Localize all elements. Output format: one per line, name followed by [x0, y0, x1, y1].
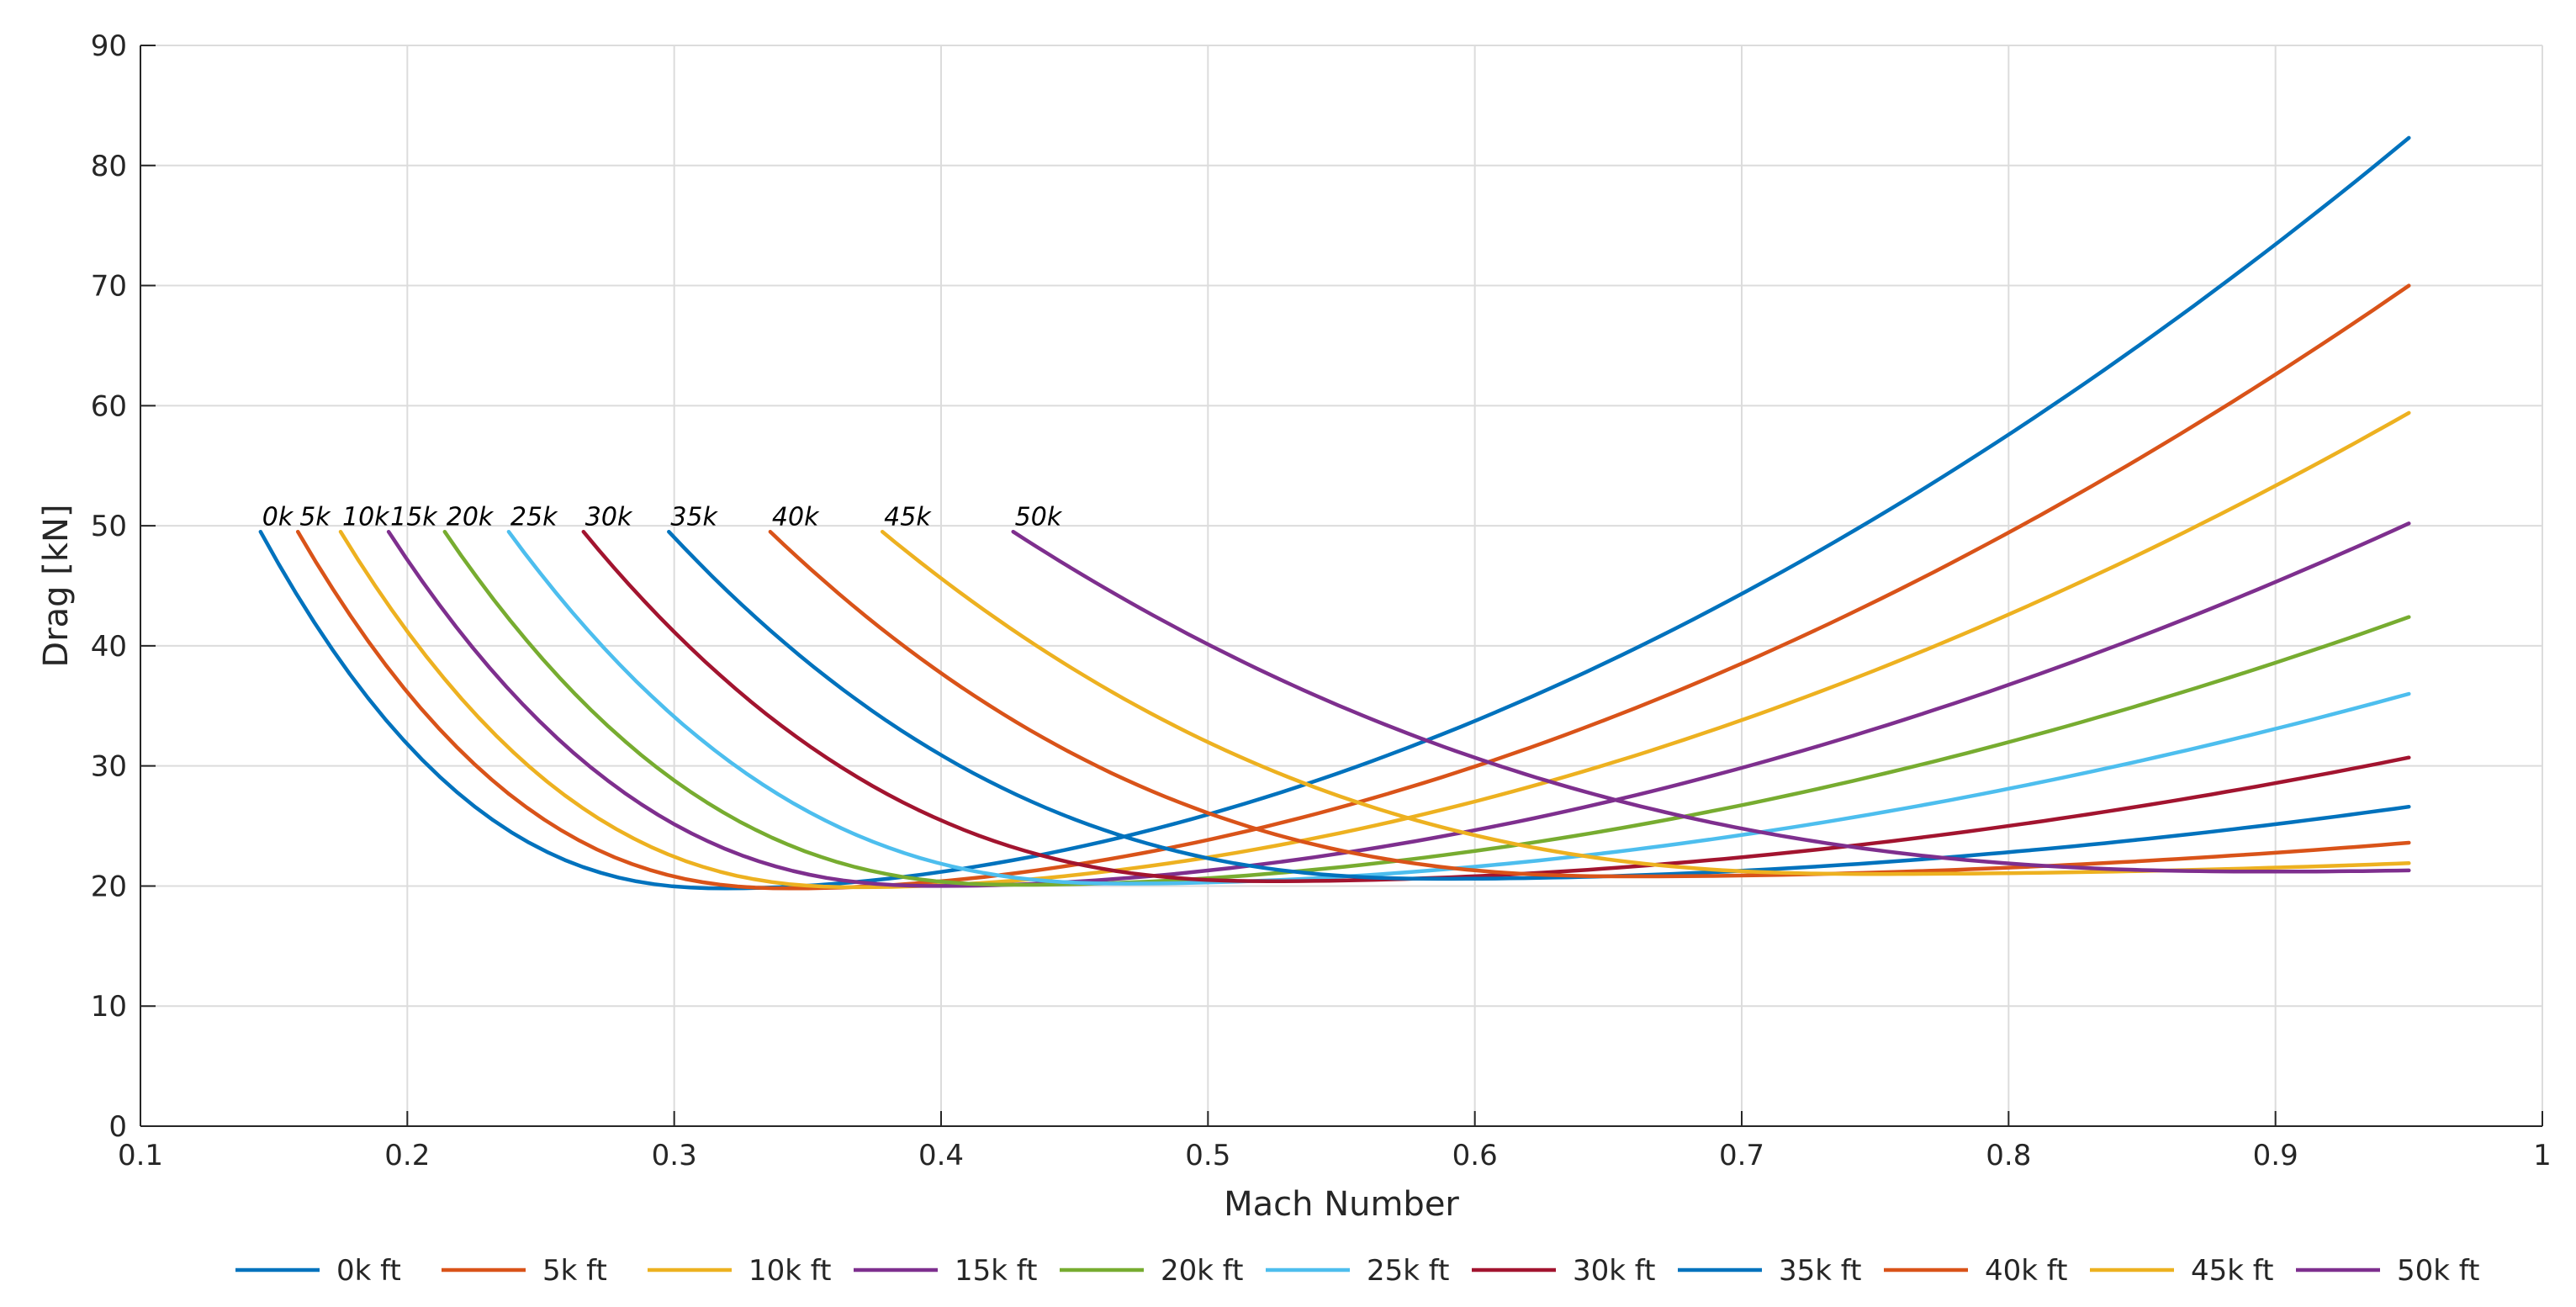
curve-label-35k: 35k [670, 502, 718, 532]
legend-entry-30k: 30k ft [1573, 1254, 1655, 1288]
y-axis-title: Drag [kN] [37, 504, 76, 667]
series-line-0k-ft [258, 135, 2411, 891]
legend-entry-15k: 15k ft [955, 1254, 1037, 1288]
y-tick-label-1: 10 [91, 990, 127, 1024]
curve-label-10k: 10k [342, 502, 390, 532]
legend-entry-50k: 50k ft [2397, 1254, 2479, 1288]
x-tick-label-0: 0.1 [118, 1139, 163, 1172]
curve-label-15k: 15k [390, 502, 438, 532]
series-layer [258, 135, 2411, 891]
series-line-15k-ft [386, 521, 2411, 888]
x-tick-label-8: 0.9 [2253, 1139, 2298, 1172]
x-tick-label-6: 0.7 [1719, 1139, 1764, 1172]
x-tick-labels: 0.1 0.2 0.3 0.4 0.5 0.6 0.7 0.8 0.9 1 [118, 1139, 2552, 1172]
curve-label-30k: 30k [585, 502, 633, 532]
curve-label-25k: 25k [510, 502, 558, 532]
x-tick-label-2: 0.3 [652, 1139, 697, 1172]
x-tick-label-3: 0.4 [918, 1139, 964, 1172]
x-tick-label-7: 0.8 [1986, 1139, 2031, 1172]
y-tick-label-7: 70 [91, 270, 127, 304]
legend-entry-35k: 35k ft [1779, 1254, 1861, 1288]
y-tick-label-0: 0 [108, 1110, 127, 1144]
series-line-5k-ft [295, 283, 2411, 891]
x-tick-label-4: 0.5 [1185, 1139, 1230, 1172]
x-tick-label-5: 0.6 [1452, 1139, 1498, 1172]
y-tick-label-2: 20 [91, 870, 127, 903]
curve-label-0k: 0k [262, 502, 294, 532]
legend-entry-0k: 0k ft [336, 1254, 401, 1288]
curve-labels: 0k 5k 10k 15k 20k 25k 30k 35k 40k 45k 50k [262, 502, 1063, 532]
legend-entry-5k: 5k ft [542, 1254, 607, 1288]
curve-label-5k: 5k [299, 502, 331, 532]
x-axis-title: Mach Number [1224, 1185, 1459, 1224]
series-line-35k-ft [667, 529, 2411, 881]
curve-label-45k: 45k [884, 502, 932, 532]
x-tick-label-1: 0.2 [384, 1139, 430, 1172]
series-line-40k-ft [768, 529, 2411, 879]
y-tick-label-6: 60 [91, 389, 127, 423]
curve-label-50k: 50k [1015, 502, 1063, 532]
legend-entry-40k: 40k ft [1985, 1254, 2067, 1288]
series-line-30k-ft [581, 529, 2411, 883]
series-line-50k-ft [1011, 529, 2411, 874]
series-line-20k-ft [442, 529, 2411, 887]
legend: 0k ft 5k ft 10k ft 15k ft 20k ft 25k ft 30k ft… [235, 1254, 2479, 1288]
y-tick-label-8: 80 [91, 150, 127, 183]
y-tick-label-3: 30 [91, 750, 127, 784]
curve-label-20k: 20k [447, 502, 495, 532]
legend-entry-10k: 10k ft [748, 1254, 831, 1288]
series-line-10k-ft [338, 410, 2411, 890]
y-tick-labels: 0 10 20 30 40 50 60 70 80 90 [91, 29, 127, 1144]
legend-entry-45k: 45k ft [2191, 1254, 2273, 1288]
axes [140, 45, 2543, 1127]
y-tick-label-9: 90 [91, 29, 127, 63]
legend-entry-20k: 20k ft [1161, 1254, 1243, 1288]
curve-label-40k: 40k [772, 502, 820, 532]
y-tick-label-4: 40 [91, 630, 127, 664]
y-tick-label-5: 50 [91, 510, 127, 543]
legend-entry-25k: 25k ft [1367, 1254, 1449, 1288]
x-tick-label-9: 1 [2533, 1139, 2552, 1172]
